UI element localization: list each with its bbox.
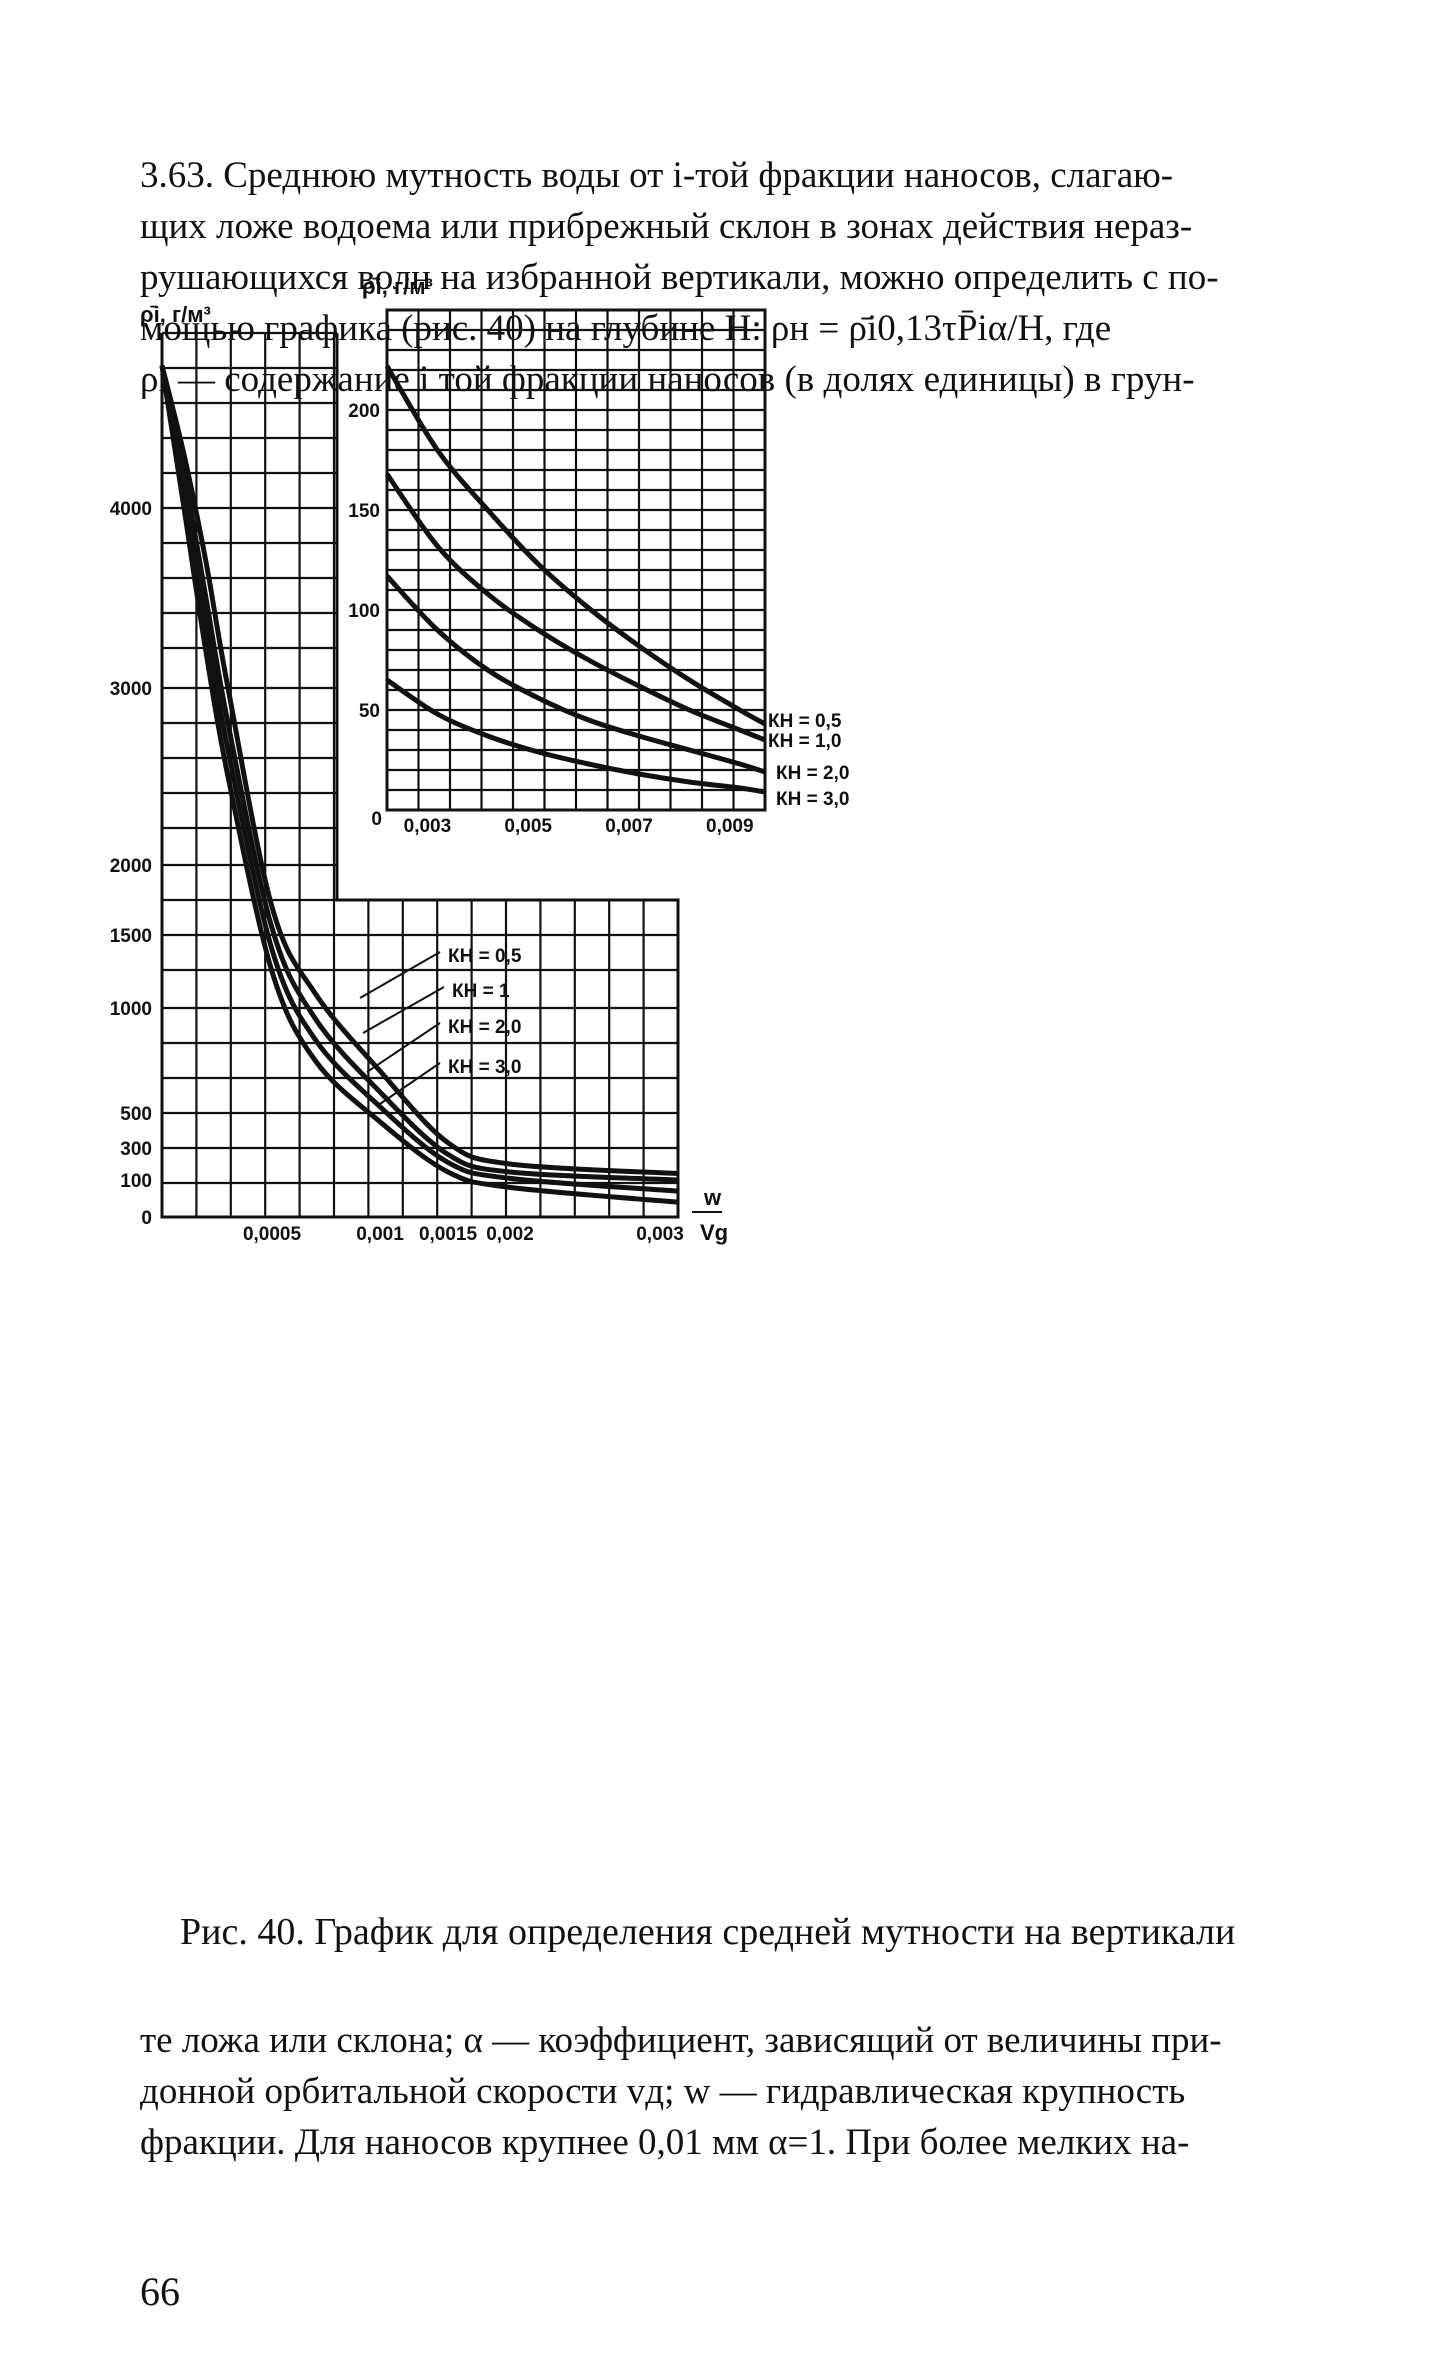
main-legend-leader (376, 1062, 441, 1107)
main-y-tick-label: 1000 (110, 999, 152, 1020)
main-y-tick-label: 500 (120, 1104, 152, 1125)
main-x-tick-label: 0,0005 (243, 1224, 302, 1245)
main-y-tick-label: 2000 (110, 856, 152, 877)
main-y-tick-label: 300 (120, 1139, 152, 1160)
inset-x-tick-label: 0,003 (404, 816, 452, 837)
inset-chart-frame (385, 308, 767, 812)
text-line: мощью графика (рис. 40) на глубине H: ρн… (140, 308, 1112, 349)
main-y-axis-label: ρ̄i, г/м³ (140, 302, 211, 327)
main-legend-label: КН = 1 (452, 981, 510, 1002)
inset-legend-label: КН = 3,0 (776, 789, 849, 810)
main-x-tick-label: 0,003 (636, 1224, 684, 1245)
inset-legend-label: КН = 0,5 (768, 711, 842, 732)
inset-x-tick-label: 0,009 (706, 816, 754, 837)
inset-x-tick-label: 0,007 (605, 816, 653, 837)
page-number: 66 (140, 2269, 180, 2314)
text-line: донной орбитальной скорости vд; w — гидр… (140, 2071, 1186, 2112)
inset-x-tick-label: 0,005 (504, 816, 552, 837)
main-legend-leader (359, 951, 441, 999)
x-axis-label-denominator: Vg (700, 1220, 728, 1245)
text-line: щих ложе водоема или прибрежный склон в … (140, 206, 1193, 247)
main-series-curve (159, 365, 679, 1183)
inset-y-tick-label: 0 (371, 809, 382, 830)
inset-y-tick-label: 50 (359, 701, 380, 722)
inset-series-curve (384, 364, 767, 727)
inset-legend-label: КН = 1,0 (768, 731, 841, 752)
text-line: те ложа или склона; α — коэффициент, зав… (140, 2020, 1222, 2061)
main-y-tick-label: 3000 (110, 679, 152, 700)
main-y-tick-label: 1500 (110, 926, 152, 947)
main-y-tick-label: 0 (141, 1208, 152, 1229)
main-y-tick-label: 100 (120, 1171, 152, 1192)
x-axis-label-numerator: w (703, 1185, 722, 1210)
main-legend-leader (362, 986, 445, 1034)
text-line: рушающихся волн на избранной вертикали, … (140, 257, 1219, 298)
figure-caption: Рис. 40. График для определения средней … (180, 1911, 1236, 1953)
main-x-tick-label: 0,002 (486, 1224, 534, 1245)
text-line: 3.63. Среднюю мутность воды от i-той фра… (140, 155, 1174, 196)
main-legend-label: КН = 0,5 (448, 946, 522, 967)
inset-series-curve (385, 574, 766, 775)
inset-y-tick-label: 100 (348, 601, 380, 622)
inset-series-curve (384, 472, 766, 743)
main-y-tick-label: 4000 (110, 499, 152, 520)
top-paragraph: 3.63. Среднюю мутность воды от i-той фра… (140, 150, 1315, 405)
main-x-tick-label: 0,0015 (419, 1224, 478, 1245)
bottom-paragraph: те ложа или склона; α — коэффициент, зав… (140, 2015, 1315, 2168)
main-legend-label: КН = 3,0 (448, 1057, 521, 1078)
main-legend-leader (366, 1022, 441, 1073)
inset-series-curve (385, 677, 766, 795)
inset-y-tick-label: 150 (348, 501, 380, 522)
inset-legend-label: КН = 2,0 (776, 763, 849, 784)
text-line: ρi — содержание i той фракции наносов (в… (140, 359, 1195, 400)
main-series-curve (159, 365, 679, 1205)
main-series-curve (159, 364, 679, 1177)
inset-y-tick-label: 200 (348, 401, 380, 422)
main-chart-frame (160, 333, 680, 1219)
main-x-tick-label: 0,001 (356, 1224, 404, 1245)
main-series-curve (159, 365, 679, 1194)
inset-y-axis-label: ρ̄i, г/м³ (362, 274, 433, 299)
text-line: фракции. Для наносов крупнее 0,01 мм α=1… (140, 2122, 1190, 2163)
main-legend-label: КН = 2,0 (448, 1017, 521, 1038)
